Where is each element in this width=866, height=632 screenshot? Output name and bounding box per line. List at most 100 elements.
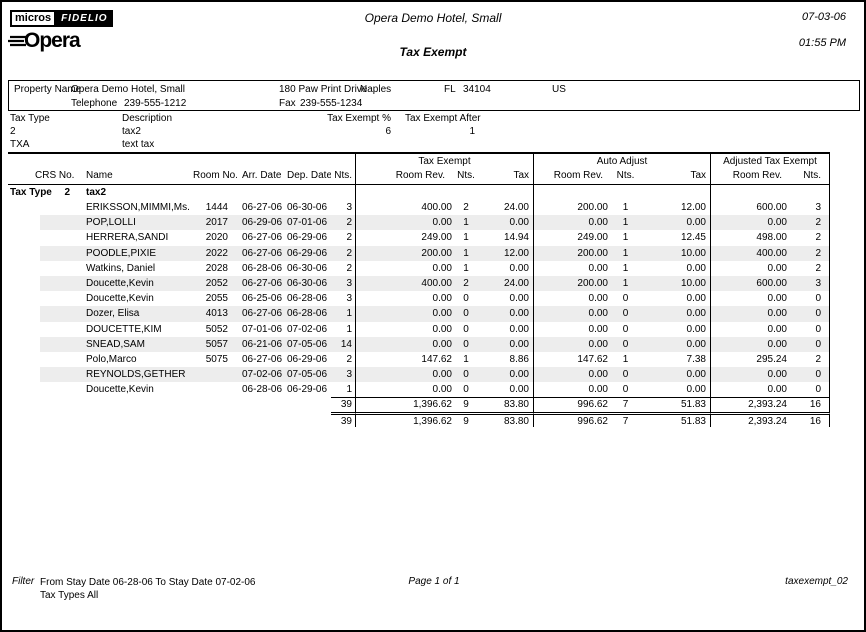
cell-adj-nights: 0 <box>792 382 830 398</box>
property-city: Naples <box>360 84 392 95</box>
cell-room-no: 2052 <box>205 277 228 289</box>
cell-dep-date: 06-30-06 <box>287 202 328 213</box>
property-name-value: Opera Demo Hotel, Small <box>71 84 185 95</box>
col-header-nights: Nts. <box>334 170 352 181</box>
tax-exempt-after-header: Tax Exempt After <box>405 113 481 124</box>
total-aa-room-rev: 996.62 <box>533 397 613 413</box>
cell-te-tax: 0.00 <box>509 369 529 381</box>
cell-room-no: 2022 <box>205 247 228 259</box>
cell-te-tax: 0.00 <box>509 293 529 305</box>
cell-room-no: 5075 <box>205 353 228 365</box>
cell-adj-room-rev: 295.24 <box>710 351 792 368</box>
cell-te-room-rev: 0.00 <box>355 291 455 307</box>
group-header-auto-adjust: Auto Adjust <box>533 154 710 168</box>
table-row: Polo,Marco 5075 06-27-06 06-29-06 2 147.62 1 8.… <box>8 351 830 368</box>
cell-aa-nights: 1 <box>622 217 629 229</box>
col-header-adj-room-rev: Room Rev. <box>710 168 792 184</box>
cell-te-tax: 0.00 <box>509 217 529 229</box>
cell-te-nights: 1 <box>463 217 469 229</box>
cell-aa-tax: 0.00 <box>686 338 706 350</box>
cell-aa-tax: 0.00 <box>686 384 706 396</box>
cell-crs-no <box>8 261 78 276</box>
table-row: POP,LOLLI 2017 06-29-06 07-01-06 2 0.00 1 0.00 0… <box>8 215 830 231</box>
cell-te-room-rev: 0.00 <box>355 336 455 352</box>
cell-dep-date: 06-30-06 <box>287 262 328 274</box>
cell-adj-nights: 3 <box>792 200 830 216</box>
property-country: US <box>552 84 566 95</box>
total-aa-room-rev: 996.62 <box>533 412 613 428</box>
col-header-te-room-rev: Room Rev. <box>355 168 455 184</box>
col-header-name: Name <box>86 170 113 181</box>
cell-adj-nights: 2 <box>792 245 830 261</box>
cell-adj-room-rev: 0.00 <box>710 382 792 398</box>
cell-aa-nights: 0 <box>622 384 629 396</box>
total-dep-date <box>284 397 331 412</box>
total-te-room-rev: 1,396.62 <box>355 412 455 428</box>
telephone-label: Telephone <box>71 98 118 109</box>
report-title: Tax Exempt <box>399 45 467 59</box>
cell-name: Watkins, Daniel <box>86 262 156 274</box>
cell-name: POP,LOLLI <box>86 217 136 229</box>
page-number: Page 1 of 1 <box>408 576 460 587</box>
report-time: 01:55 PM <box>798 37 846 49</box>
table-row: HERRERA,SANDI 2020 06-27-06 06-29-06 2 249.00… <box>8 230 830 246</box>
cell-te-tax: 0.00 <box>509 262 529 274</box>
cell-aa-nights: 1 <box>622 232 629 244</box>
cell-room-no: 2055 <box>205 293 228 305</box>
tax-type-section-row: Tax Type 2 tax2 <box>8 185 830 200</box>
total-adj-room-rev: 2,393.24 <box>710 412 792 428</box>
cell-adj-room-rev: 0.00 <box>710 260 792 276</box>
cell-nights: 1 <box>346 308 352 320</box>
cell-aa-tax: 0.00 <box>686 369 706 381</box>
cell-crs-no <box>8 352 78 367</box>
cell-aa-nights: 0 <box>622 293 629 305</box>
cell-adj-room-rev: 0.00 <box>710 306 792 322</box>
cell-aa-room-rev: 147.62 <box>533 351 613 368</box>
table-row: ERIKSSON,MIMMI,Ms. 1444 06-27-06 06-30-06 3 4… <box>8 200 830 216</box>
opera-speedlines-icon <box>8 35 26 47</box>
telephone-value: 239-555-1212 <box>124 98 187 109</box>
col-header-aa-nights: Nts. <box>616 170 635 181</box>
total-name <box>78 412 193 427</box>
cell-room-no: 1444 <box>205 202 228 213</box>
cell-dep-date: 06-29-06 <box>287 353 328 365</box>
tax-exempt-pct-value: 6 <box>385 126 391 137</box>
cell-te-nights: 0 <box>463 323 469 335</box>
cell-te-room-rev: 200.00 <box>355 245 455 261</box>
cell-aa-tax: 0.00 <box>686 293 706 305</box>
tax-exempt-pct-header: Tax Exempt % <box>327 113 391 124</box>
col-header-aa-room-rev: Room Rev. <box>533 168 613 184</box>
section-cell: Tax Type 2 <box>8 185 78 200</box>
tax-type-description: text tax <box>122 139 155 150</box>
cell-te-room-rev: 0.00 <box>355 260 455 276</box>
property-name-label: Property Name <box>14 84 82 95</box>
cell-te-room-rev: 400.00 <box>355 200 455 216</box>
cell-dep-date: 07-05-06 <box>287 369 328 381</box>
table-row: POODLE,PIXIE 2022 06-27-06 06-29-06 2 200.00 1… <box>8 245 830 261</box>
table-row: Doucette,Kevin 2052 06-27-06 06-30-06 3 400.0… <box>8 275 830 292</box>
cell-te-room-rev: 0.00 <box>355 306 455 322</box>
cell-crs-no <box>8 200 78 215</box>
total-crs-no <box>8 397 78 412</box>
cell-name: Polo,Marco <box>86 353 137 365</box>
total-aa-tax: 51.83 <box>638 412 710 427</box>
total-room-no <box>193 412 237 427</box>
cell-adj-nights: 3 <box>792 275 830 292</box>
cell-te-tax: 8.86 <box>509 353 529 365</box>
opera-logo: Opera <box>8 29 81 53</box>
cell-nights: 3 <box>346 202 352 213</box>
cell-arr-date: 07-02-06 <box>242 369 283 381</box>
cell-aa-room-rev: 200.00 <box>533 200 613 216</box>
cell-name: Doucette,Kevin <box>86 384 154 396</box>
cell-aa-nights: 1 <box>622 353 629 365</box>
group-header-tax-exempt: Tax Exempt <box>355 154 533 168</box>
cell-arr-date: 06-29-06 <box>242 217 283 229</box>
cell-te-room-rev: 400.00 <box>355 275 455 292</box>
cell-te-nights: 2 <box>463 277 469 289</box>
cell-dep-date: 06-30-06 <box>287 277 328 289</box>
tax-exempt-table: Tax Exempt Auto Adjust Adjusted Tax Exem… <box>8 152 830 428</box>
cell-aa-room-rev: 249.00 <box>533 230 613 246</box>
total-adj-nights: 16 <box>792 397 830 413</box>
cell-nights: 1 <box>346 384 352 396</box>
